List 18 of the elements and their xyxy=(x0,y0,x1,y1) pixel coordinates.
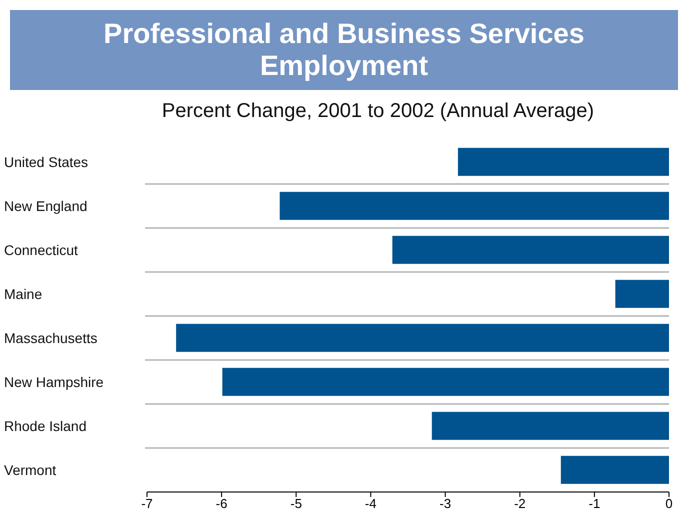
y-tick-label: New Hampshire xyxy=(4,374,104,390)
x-tick-label: -3 xyxy=(440,496,452,512)
chart-subtitle: Percent Change, 2001 to 2002 (Annual Average) xyxy=(160,100,596,123)
x-tick-label: 0 xyxy=(665,496,673,512)
chart-title: Professional and Business Services Employment xyxy=(102,18,586,82)
x-tick-label: -1 xyxy=(588,496,600,512)
y-tick-label: Massachusetts xyxy=(4,330,98,346)
y-tick-label: Maine xyxy=(4,286,42,302)
x-tick-label: -7 xyxy=(141,496,153,512)
y-tick-label: New England xyxy=(4,198,88,214)
y-tick-label: Vermont xyxy=(4,462,56,478)
x-tick-label: -4 xyxy=(364,496,376,512)
x-tick-label: -6 xyxy=(216,496,228,512)
x-tick-label: -2 xyxy=(514,496,526,512)
y-tick-label: United States xyxy=(4,154,88,170)
y-tick-label: Rhode Island xyxy=(4,418,87,434)
x-tick-label: -5 xyxy=(290,496,302,512)
y-tick-label: Connecticut xyxy=(4,242,78,258)
